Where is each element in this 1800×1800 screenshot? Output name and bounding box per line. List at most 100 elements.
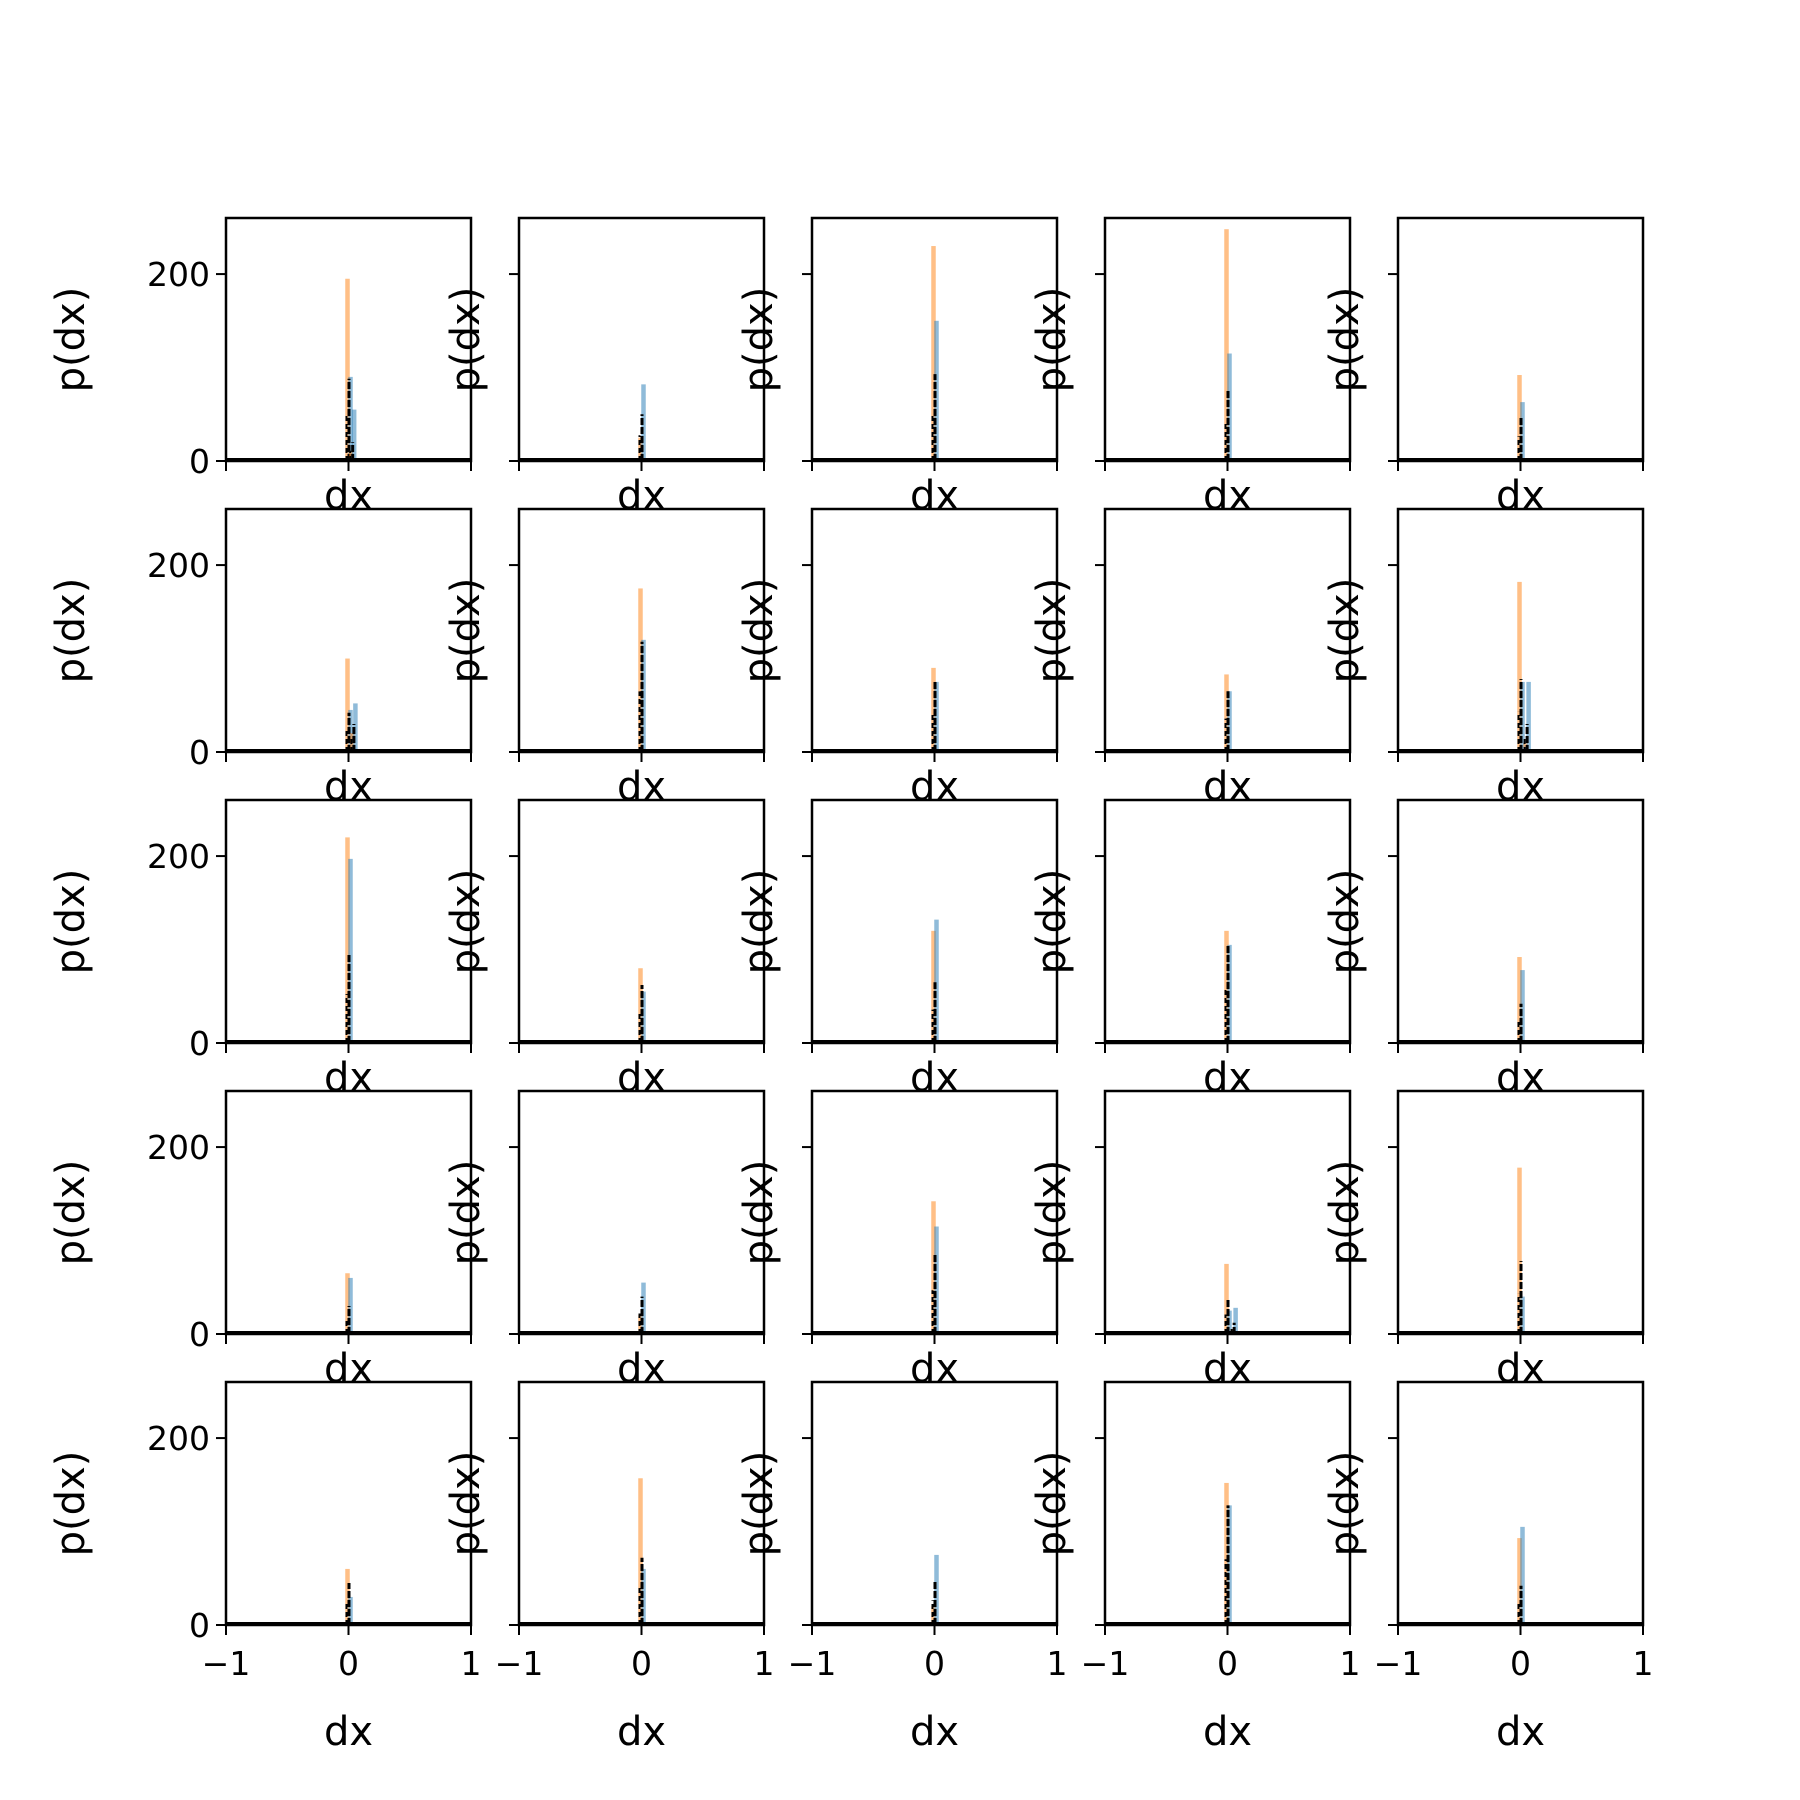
bar-orange — [345, 658, 350, 752]
subplot-marks — [519, 588, 764, 752]
subplot-marks — [226, 278, 471, 461]
y-axis-label: p(dx) — [1322, 287, 1368, 393]
y-tick-label: 200 — [147, 255, 210, 294]
x-tick-label: −1 — [495, 1644, 544, 1683]
subplot-marks — [1105, 1263, 1350, 1334]
y-axis-label: p(dx) — [736, 869, 782, 975]
subplot-marks — [1398, 957, 1643, 1043]
x-tick-label: −1 — [1374, 1644, 1423, 1683]
subplot-r4-c2: −1 0 1 dx p(dx) — [736, 1380, 1068, 1755]
x-axis-label: dx — [1496, 1709, 1545, 1755]
subplot-r0-c2: dx p(dx) — [736, 216, 1059, 519]
y-tick-label: 200 — [147, 1128, 210, 1167]
subplot-r0-c0: 0 200 dx p(dx) — [48, 216, 473, 519]
y-tick-label: 200 — [147, 1419, 210, 1458]
subplot-marks — [1398, 375, 1643, 461]
subplot-marks — [812, 1554, 1057, 1625]
y-axis-label: p(dx) — [48, 578, 94, 684]
x-tick-label: 1 — [1633, 1644, 1654, 1683]
bar-blue — [348, 858, 353, 1043]
bar-orange — [1517, 1538, 1522, 1625]
bar-blue — [1520, 1526, 1525, 1625]
bar-blue — [934, 320, 939, 461]
x-axis-label: dx — [324, 764, 373, 810]
subplot-marks — [1398, 581, 1643, 752]
bar-blue — [934, 1554, 939, 1625]
y-axis-label: p(dx) — [736, 287, 782, 393]
y-axis-label: p(dx) — [443, 1160, 489, 1266]
subplot-r0-c1: dx p(dx) — [443, 216, 766, 519]
subplot-marks — [226, 658, 471, 752]
y-axis-label: p(dx) — [1029, 287, 1075, 393]
subplot-marks — [226, 1568, 471, 1625]
subplot-marks — [812, 919, 1057, 1043]
bar-blue — [641, 991, 646, 1043]
x-tick-label: 0 — [631, 1644, 652, 1683]
x-axis-label: dx — [910, 764, 959, 810]
subplot-r1-c2: dx p(dx) — [736, 507, 1059, 810]
x-axis-label: dx — [324, 1346, 373, 1392]
bar-orange — [1224, 229, 1229, 461]
x-axis-label: dx — [617, 764, 666, 810]
y-axis-label: p(dx) — [443, 578, 489, 684]
x-tick-label: −1 — [788, 1644, 837, 1683]
subplot-r3-c2: dx p(dx) — [736, 1089, 1059, 1392]
x-tick-label: 1 — [754, 1644, 775, 1683]
y-axis-label: p(dx) — [48, 869, 94, 975]
x-axis-label: dx — [617, 1709, 666, 1755]
subplot-marks — [226, 837, 471, 1043]
x-axis-label: dx — [1203, 1709, 1252, 1755]
subplot-marks — [1105, 674, 1350, 752]
bar-orange — [1517, 957, 1522, 1043]
x-axis-label: dx — [1203, 1055, 1252, 1101]
x-tick-label: −1 — [202, 1644, 251, 1683]
bar-orange — [345, 1273, 350, 1334]
x-axis-label: dx — [1203, 1346, 1252, 1392]
x-axis-label: dx — [1496, 473, 1545, 519]
y-tick-label: 0 — [189, 1024, 210, 1063]
bar-blue — [934, 1226, 939, 1334]
subplot-marks — [812, 246, 1057, 461]
subplot-marks — [1105, 930, 1350, 1043]
subplot-r2-c1: dx p(dx) — [443, 798, 766, 1101]
bar-blue — [1520, 681, 1525, 752]
y-axis-label: p(dx) — [736, 1451, 782, 1557]
subplot-marks — [226, 1273, 471, 1334]
y-axis-label: p(dx) — [48, 287, 94, 393]
x-tick-label: −1 — [1081, 1644, 1130, 1683]
bar-blue — [641, 1282, 646, 1334]
y-tick-label: 0 — [189, 442, 210, 481]
bar-blue — [1233, 1307, 1238, 1334]
bar-orange — [931, 246, 936, 461]
bar-orange — [1224, 1482, 1229, 1625]
y-axis-label: p(dx) — [1322, 1160, 1368, 1266]
y-axis-label: p(dx) — [443, 287, 489, 393]
x-axis-label: dx — [1496, 764, 1545, 810]
x-tick-label: 1 — [1047, 1644, 1068, 1683]
subplot-marks — [1398, 1167, 1643, 1334]
subplot-r1-c0: 0 200 dx p(dx) — [48, 507, 473, 810]
bar-orange — [638, 1478, 643, 1625]
subplot-r1-c1: dx p(dx) — [443, 507, 766, 810]
subplot-r1-c4: dx p(dx) — [1322, 507, 1645, 810]
bar-orange — [345, 278, 350, 461]
bar-blue — [1227, 353, 1232, 461]
subplot-r3-c4: dx p(dx) — [1322, 1089, 1645, 1392]
y-axis-label: p(dx) — [1322, 1451, 1368, 1557]
x-axis-label: dx — [910, 1055, 959, 1101]
x-tick-label: 0 — [1217, 1644, 1238, 1683]
subplot-r3-c0: 0 200 dx p(dx) — [48, 1089, 473, 1392]
y-axis-label: p(dx) — [1029, 1160, 1075, 1266]
x-axis-label: dx — [1203, 764, 1252, 810]
y-tick-label: 0 — [189, 1606, 210, 1645]
subplot-marks — [812, 667, 1057, 752]
bar-orange — [1517, 1167, 1522, 1334]
subplot-r1-c3: dx p(dx) — [1029, 507, 1352, 810]
y-tick-label: 200 — [147, 546, 210, 585]
y-axis-label: p(dx) — [736, 1160, 782, 1266]
y-axis-label: p(dx) — [443, 869, 489, 975]
x-axis-label: dx — [617, 1346, 666, 1392]
x-tick-label: 1 — [1340, 1644, 1361, 1683]
